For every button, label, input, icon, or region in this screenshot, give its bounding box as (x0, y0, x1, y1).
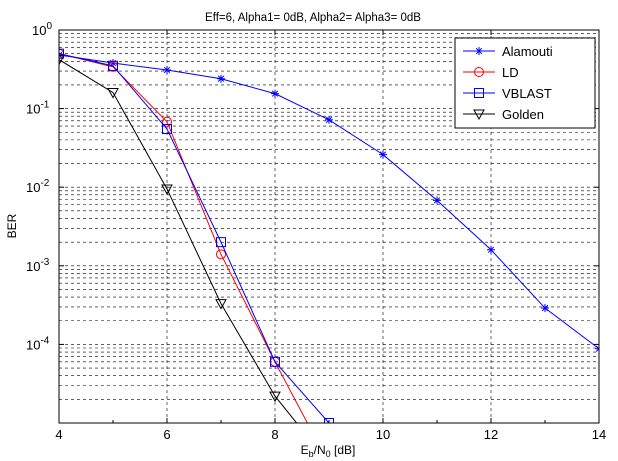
data-point (162, 116, 172, 127)
data-point (487, 245, 495, 254)
series-vblast (59, 48, 334, 423)
x-tick-label: 8 (271, 427, 278, 442)
data-point (473, 109, 485, 121)
data-point (541, 304, 549, 313)
data-point (216, 249, 226, 260)
legend-label: LD (502, 65, 519, 80)
y-tick-label: 100 (32, 21, 52, 38)
y-tick-label: 10-1 (26, 100, 50, 117)
legend-entry-alamouti: Alamouti (463, 44, 553, 59)
data-point (271, 89, 279, 98)
legend-label: VBLAST (502, 86, 552, 101)
series-line (59, 59, 297, 423)
y-tick-exponent: 0 (46, 21, 52, 32)
y-tick-exponent: -3 (40, 257, 49, 268)
legend-label: Alamouti (502, 44, 553, 59)
series-line (59, 53, 308, 423)
y-tick-base: 10 (32, 23, 46, 38)
data-point (379, 150, 387, 159)
data-point (162, 124, 172, 135)
data-point (59, 51, 63, 60)
x-label-mid: /N (314, 443, 326, 457)
legend-box (454, 37, 596, 129)
y-tick-base: 10 (26, 180, 40, 195)
plot-series (59, 48, 599, 423)
x-tick-label: 10 (376, 427, 390, 442)
data-point (107, 88, 119, 99)
x-tick-label: 14 (592, 427, 606, 442)
x-axis-label: Eb/N0 [dB] (301, 443, 356, 459)
x-tick-label: 4 (55, 427, 62, 442)
y-tick-base: 10 (26, 259, 40, 274)
y-tick-exponent: -4 (40, 335, 49, 346)
legend-entry-golden: Golden (463, 107, 544, 122)
data-point (433, 196, 441, 205)
legend-entry-ld: LD (463, 65, 519, 80)
y-tick-exponent: -2 (40, 178, 49, 189)
legend: Alamouti LD VBLAST Golden (454, 37, 596, 129)
data-point (595, 344, 599, 353)
x-tick-label: 12 (484, 427, 498, 442)
legend-entry-vblast: VBLAST (463, 86, 552, 101)
y-tick-exponent: -1 (40, 100, 49, 111)
y-tick-label: 10-3 (26, 257, 50, 274)
data-point (59, 48, 64, 59)
chart-title: Eff=6, Alpha1= 0dB, Alpha2= Alpha3= 0dB (205, 12, 421, 24)
data-point (474, 88, 484, 98)
data-point (217, 74, 225, 83)
x-tick-label: 6 (163, 427, 170, 442)
x-label-tail: [dB] (331, 443, 356, 457)
x-label-main: E (301, 443, 309, 457)
data-point (215, 299, 227, 310)
x-label-sub1: b (309, 449, 314, 459)
series-golden (59, 55, 297, 423)
data-point (325, 115, 333, 124)
y-tick-base: 10 (26, 337, 40, 352)
x-label-sub2: 0 (326, 449, 331, 459)
legend-label: Golden (502, 107, 544, 122)
y-tick-base: 10 (26, 102, 40, 117)
data-point (161, 184, 173, 195)
y-tick-label: 10-4 (26, 335, 50, 352)
data-point (163, 65, 171, 74)
data-point (269, 391, 281, 403)
data-point (216, 237, 226, 248)
data-point (474, 67, 484, 77)
data-point (270, 356, 280, 367)
data-point (59, 55, 65, 66)
series-line (59, 53, 330, 423)
series-ld (59, 48, 308, 423)
data-point (475, 47, 483, 55)
data-point (108, 60, 118, 71)
data-point (324, 418, 334, 423)
y-tick-label: 10-2 (26, 178, 50, 195)
y-axis-label: BER (5, 213, 19, 238)
